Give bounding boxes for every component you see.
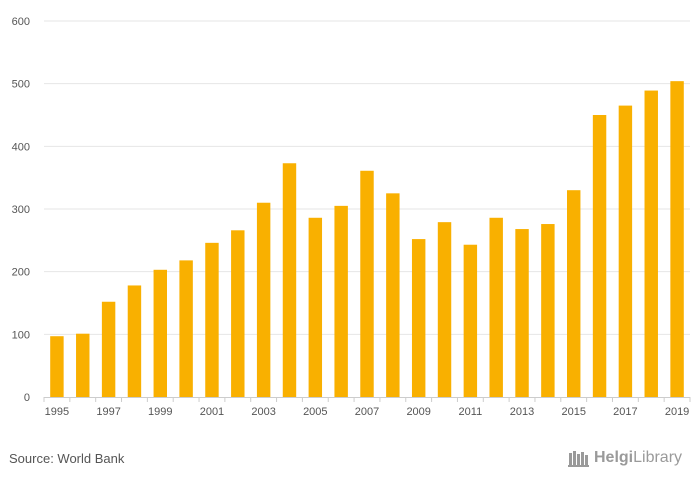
bar-2015 <box>567 190 581 397</box>
bar-2007 <box>360 170 374 397</box>
bar-2016 <box>592 115 607 397</box>
bar-2018 <box>644 90 658 397</box>
x-tick-label: 2009 <box>406 406 430 418</box>
x-tick-label: 1999 <box>148 406 172 418</box>
bar-2011 <box>463 244 478 397</box>
y-tick-label: 600 <box>12 16 30 28</box>
x-tick-label: 1997 <box>96 406 120 418</box>
x-tick-label: 2019 <box>665 406 689 418</box>
brand-name-light: Library <box>633 449 683 466</box>
bar-1999 <box>153 269 167 397</box>
y-tick-label: 100 <box>12 329 30 341</box>
x-tick-label: 2001 <box>200 406 224 418</box>
brand-name-bold: Helgi <box>594 449 634 466</box>
bar-2008 <box>386 193 400 397</box>
x-tick-label: 2011 <box>459 406 483 418</box>
bar-chart: 0 100 200 300 400 500 600 1995 1997 1999 2001 2003… <box>12 16 691 418</box>
x-axis <box>43 397 691 402</box>
bar-2010 <box>437 222 452 397</box>
x-tick-label: 2015 <box>561 406 585 418</box>
bar-2004 <box>282 163 297 397</box>
bar-1998 <box>127 285 142 397</box>
y-tick-label: 500 <box>12 79 30 91</box>
bar-2001 <box>205 242 219 397</box>
y-tick-label: 200 <box>12 267 30 279</box>
bar-2009 <box>411 239 426 397</box>
x-tick-label: 2013 <box>510 406 534 418</box>
y-axis-ticks: 0 100 200 300 400 500 600 <box>12 16 30 404</box>
x-axis-ticks: 1995 1997 1999 2001 2003 2005 2007 2009 2011 2013… <box>45 406 690 418</box>
helgi-library-logo: Helgi Library <box>568 449 682 467</box>
bars <box>50 81 684 397</box>
x-tick-label: 2003 <box>251 406 275 418</box>
x-tick-label: 2005 <box>303 406 327 418</box>
library-icon <box>568 451 589 467</box>
x-tick-label: 1995 <box>45 406 69 418</box>
bar-2013 <box>515 229 529 397</box>
bar-2005 <box>308 217 323 397</box>
bar-2019 <box>670 81 684 397</box>
bar-2000 <box>179 260 193 397</box>
y-tick-label: 0 <box>24 392 30 404</box>
bar-2012 <box>489 217 503 397</box>
bar-1997 <box>101 301 116 397</box>
bar-1996 <box>76 333 90 397</box>
x-tick-label: 2017 <box>613 406 637 418</box>
bar-2003 <box>256 202 271 397</box>
bar-2017 <box>618 105 633 397</box>
bar-2014 <box>541 224 555 397</box>
bar-2002 <box>231 230 245 397</box>
bar-2006 <box>334 205 348 397</box>
bar-1995 <box>50 336 64 397</box>
source-note: Source: World Bank <box>9 451 125 466</box>
y-tick-label: 400 <box>12 141 30 153</box>
y-tick-label: 300 <box>12 204 30 216</box>
x-tick-label: 2007 <box>355 406 379 418</box>
